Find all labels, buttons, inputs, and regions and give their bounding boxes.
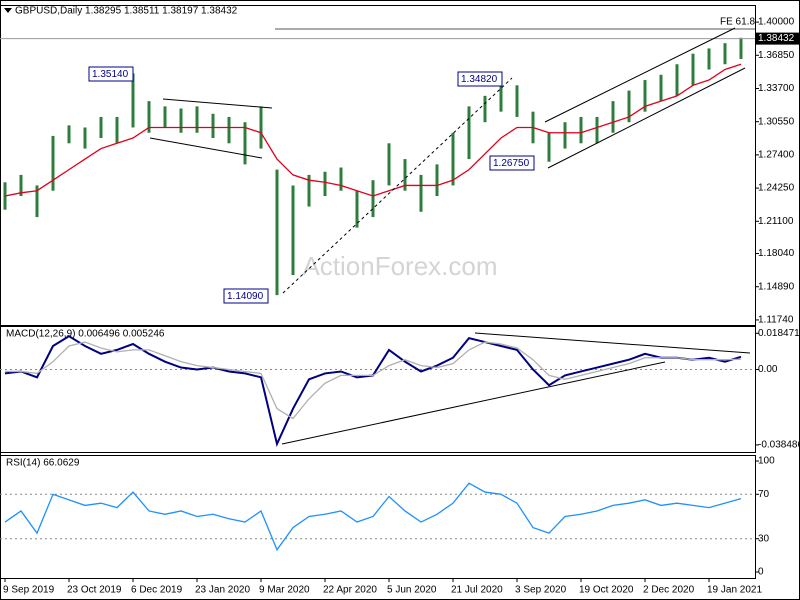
panel-title: MACD(12,26,9) 0.006496 0.005246 <box>6 329 165 340</box>
x-tick-label: 23 Jan 2020 <box>195 585 250 596</box>
annotation: 1.34820 <box>461 74 498 85</box>
x-tick-label: 5 Jun 2020 <box>387 585 437 596</box>
annotation: FE 61.8 <box>720 17 755 28</box>
x-tick-label: 23 Oct 2019 <box>67 585 122 596</box>
y-tick-label: 1.21100 <box>758 216 794 227</box>
series-line <box>5 341 742 420</box>
annotation-box <box>457 71 503 87</box>
watermark: ActionForex.com <box>302 251 497 281</box>
x-tick-label: 2 Dec 2020 <box>643 585 695 596</box>
y-tick-label: 1.40000 <box>758 17 795 28</box>
panel-frame <box>0 326 756 453</box>
y-tick-label: 1.24250 <box>758 183 795 194</box>
x-tick-label: 9 Mar 2020 <box>259 585 310 596</box>
series-line <box>4 482 742 552</box>
x-tick-label: 22 Apr 2020 <box>323 585 377 596</box>
y-tick-label: 1.30550 <box>758 116 795 127</box>
y-tick-label: 0.018471 <box>758 328 800 339</box>
y-tick-label: 1.33700 <box>758 83 795 94</box>
y-tick-label: 1.14890 <box>758 281 795 292</box>
y-tick-label: 0 <box>758 567 764 578</box>
panel-frame <box>0 455 756 579</box>
panel-frame <box>0 5 756 326</box>
symbol-icon <box>4 8 12 13</box>
x-tick-label: 21 Jul 2020 <box>451 585 503 596</box>
annotation-box <box>489 155 535 171</box>
trend-lines <box>149 27 755 445</box>
panel-title: RSI(14) 66.0629 <box>6 458 80 469</box>
current-price-box <box>755 32 799 45</box>
y-tick-label: 30 <box>758 533 770 544</box>
annotation: 1.14090 <box>227 291 264 302</box>
annotation: 1.26750 <box>493 158 530 169</box>
x-tick-label: 19 Jan 2021 <box>707 585 762 596</box>
chart-title: GBPUSD,Daily 1.38295 1.38511 1.38197 1.3… <box>15 6 238 17</box>
annotation: 1.35140 <box>92 69 129 80</box>
y-tick-label: 0.00 <box>758 364 778 375</box>
y-tick-label: -0.038486 <box>758 440 800 451</box>
y-tick-label: 1.18040 <box>758 248 795 259</box>
y-tick-label: 70 <box>758 489 770 500</box>
current-price-label: 1.38432 <box>758 33 795 44</box>
y-tick-label: 1.27400 <box>758 150 795 161</box>
series-line <box>4 63 742 197</box>
y-tick-label: 100 <box>758 456 775 467</box>
x-tick-label: 9 Sep 2019 <box>3 585 55 596</box>
x-tick-label: 19 Oct 2020 <box>579 585 634 596</box>
x-tick-label: 6 Dec 2019 <box>131 585 183 596</box>
y-tick-label: 1.11740 <box>758 315 794 326</box>
annotation-box <box>223 288 269 304</box>
annotation-box <box>88 66 134 82</box>
y-tick-label: 1.36850 <box>758 50 795 61</box>
x-tick-label: 3 Sep 2020 <box>515 585 567 596</box>
